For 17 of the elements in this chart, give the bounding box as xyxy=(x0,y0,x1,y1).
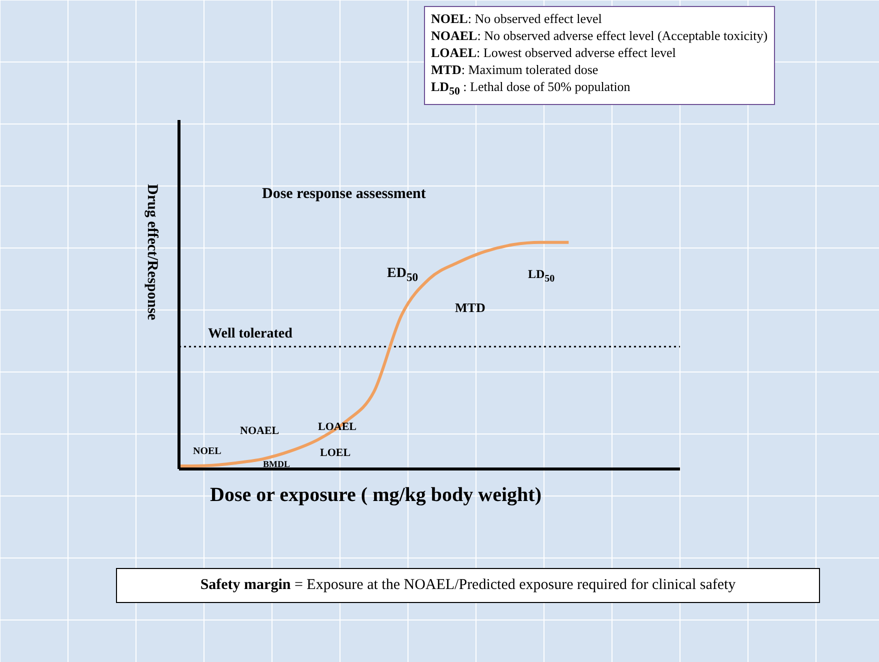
text: NOAEL: No observed adverse effect level (Acceptable toxicity) xyxy=(431,28,768,43)
annotation: MTD xyxy=(455,300,486,316)
x-axis-title: Dose or exposure ( mg/kg body weight) xyxy=(210,484,542,507)
annotation: BMDL xyxy=(263,459,290,469)
text: LD$_{50}$ : Lethal dose of 50% population xyxy=(431,79,630,98)
annotation: LOEL xyxy=(320,447,351,459)
annotation: NOEL xyxy=(193,446,222,457)
text: LOAEL: Lowest observed adverse effect level xyxy=(431,45,676,60)
text: MTD: Maximum tolerated dose xyxy=(431,62,598,77)
text: Safety margin = Exposure at the NOAEL/Predicted exposure required for clinical safety xyxy=(200,577,736,593)
chart-title: Dose response assessment xyxy=(262,186,426,203)
annotation: LD$_{50}$ xyxy=(528,267,555,284)
annotation: ED$_{50}$ xyxy=(387,266,418,284)
text: NOEL: No observed effect level xyxy=(431,11,602,26)
ref-line-label: Well tolerated xyxy=(208,326,293,342)
y-axis-title: Drug effect/Response xyxy=(143,184,160,320)
annotation: NOAEL xyxy=(240,425,280,437)
